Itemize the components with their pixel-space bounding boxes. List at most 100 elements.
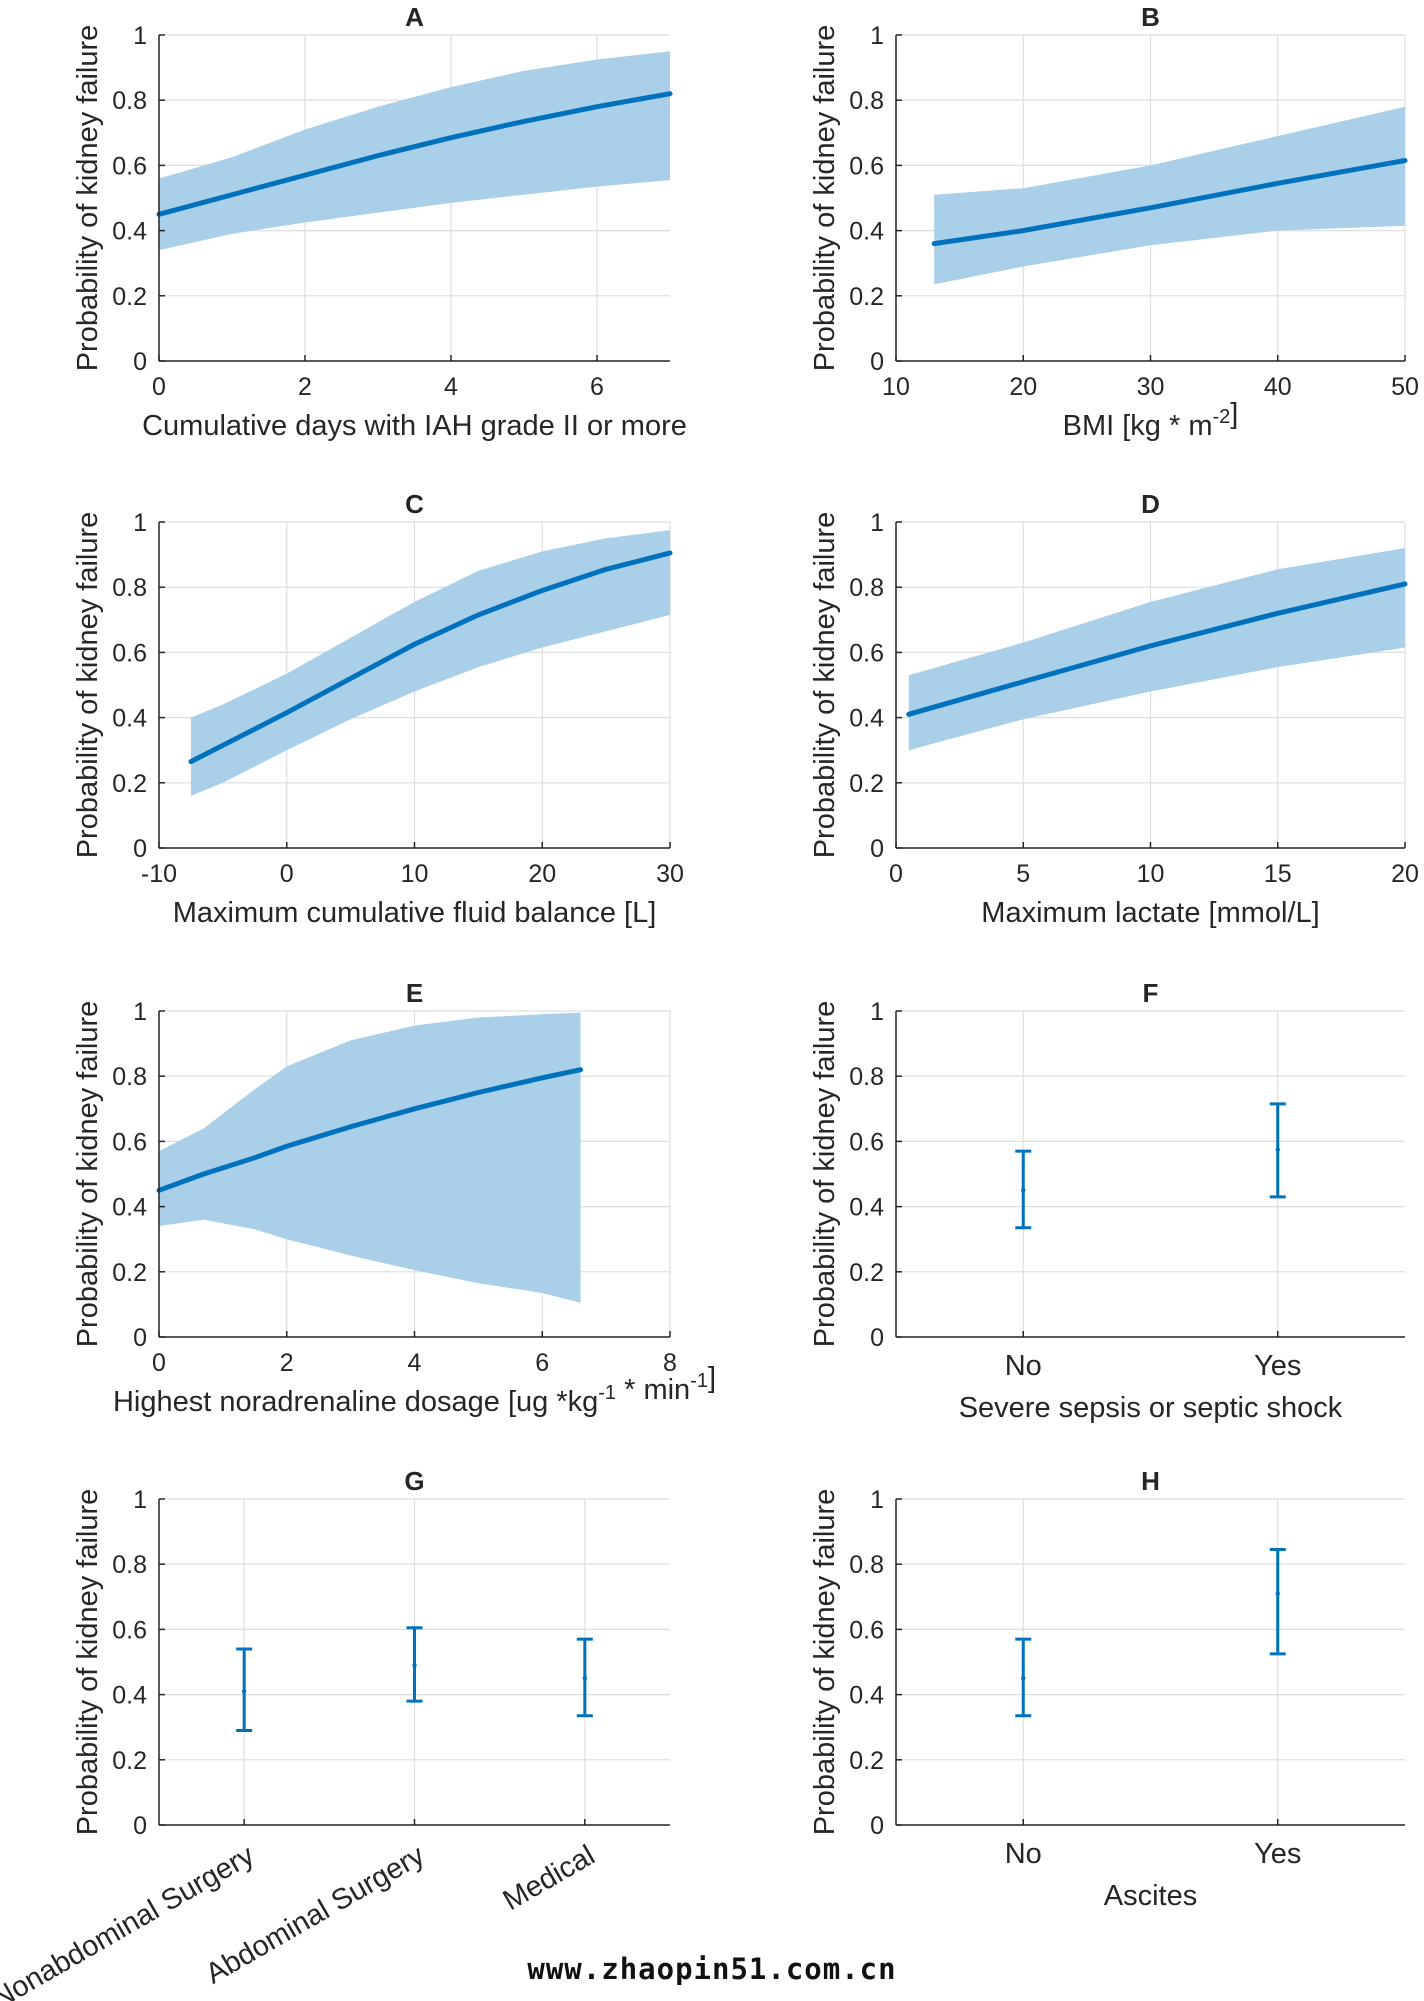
y-tick-label: 0.2 <box>849 283 884 311</box>
x-axis-label-superscript: -1 <box>690 1370 708 1392</box>
y-axis-label: Probability of kidney failure <box>72 25 104 372</box>
y-tick-label: 0.4 <box>849 1194 884 1222</box>
errorbar-1 <box>236 1647 253 1732</box>
x-axis-label-part: Ascites <box>1104 1880 1197 1912</box>
x-tick-label: 20 <box>1391 860 1419 888</box>
x-tick-label: 30 <box>1137 373 1165 401</box>
panel-title: B <box>1141 2 1160 32</box>
x-axis-label: Ascites <box>1104 1880 1197 1912</box>
errorbar-2 <box>1269 1548 1286 1656</box>
x-tick-label: 10 <box>1137 860 1165 888</box>
y-axis-label: Probability of kidney failure <box>809 512 841 859</box>
y-tick-label: 1 <box>133 22 147 50</box>
x-axis-label: Severe sepsis or septic shock <box>959 1392 1343 1424</box>
y-tick-label: 0.4 <box>849 705 884 733</box>
x-axis-label-part: BMI [kg * m <box>1063 410 1213 442</box>
x-tick-label: Yes <box>1254 1838 1301 1870</box>
x-tick-label: 8 <box>663 1349 677 1377</box>
x-tick-label: 0 <box>889 860 903 888</box>
errorbar-point <box>1021 1188 1026 1193</box>
x-tick-label: 15 <box>1264 860 1292 888</box>
y-tick-label: 0.4 <box>849 1682 884 1710</box>
x-tick-label: Medical <box>498 1839 601 1917</box>
y-tick-label: 0.6 <box>849 1616 884 1644</box>
fit-line <box>156 1067 584 1193</box>
y-tick-label: 0.8 <box>112 1063 147 1091</box>
y-axis-label: Probability of kidney failure <box>72 1001 104 1348</box>
y-tick-label: 0.8 <box>849 1063 884 1091</box>
errorbar-2 <box>406 1626 423 1703</box>
x-axis-label-part: Cumulative days with IAH grade II or mor… <box>142 410 687 442</box>
x-tick-label: 0 <box>152 1349 166 1377</box>
y-tick-label: 0.2 <box>849 1747 884 1775</box>
x-tick-label: 2 <box>280 1349 294 1377</box>
y-tick-label: 0.4 <box>849 218 884 246</box>
x-tick-label: No <box>1005 1838 1042 1870</box>
y-tick-label: 0.8 <box>849 574 884 602</box>
x-axis-label: Maximum cumulative fluid balance [L] <box>173 897 657 929</box>
y-tick-label: 0.6 <box>112 1616 147 1644</box>
x-axis-label: Cumulative days with IAH grade II or mor… <box>142 410 687 442</box>
y-tick-label: 0 <box>870 1324 884 1352</box>
y-tick-label: 1 <box>133 1486 147 1514</box>
panel-title: F <box>1143 978 1159 1008</box>
x-tick-label: 4 <box>408 1349 422 1377</box>
chart-panel-a: 0 0.2 0.4 0.6 0.8 1 0 2 4 6 A Probability of kidney… <box>72 2 687 442</box>
x-axis-label: Highest noradrenaline dosage [ug *kg-1 *… <box>113 1362 716 1418</box>
errorbar-point <box>1275 1591 1280 1596</box>
x-axis-label-part: ] <box>708 1362 716 1394</box>
y-tick-label: 0.6 <box>112 639 147 667</box>
x-axis-label-part: ] <box>1230 398 1238 430</box>
x-axis-label-superscript: -2 <box>1213 406 1231 428</box>
x-tick-label: 50 <box>1391 373 1419 401</box>
y-tick-label: 0.2 <box>849 1259 884 1287</box>
y-tick-label: 0.4 <box>112 1194 147 1222</box>
plot-area <box>896 1499 1405 1825</box>
chart-panel-h: 0 0.2 0.4 0.6 0.8 1 No Yes H Probability of kidne… <box>809 1466 1405 1912</box>
x-axis-label-part: * min <box>616 1374 690 1406</box>
plot-area <box>896 1011 1405 1337</box>
confidence-band <box>908 548 1405 751</box>
x-tick-label: 40 <box>1264 373 1292 401</box>
x-axis-label: BMI [kg * m-2] <box>1063 398 1239 442</box>
y-tick-label: 1 <box>870 998 884 1026</box>
panel-title: D <box>1141 489 1160 519</box>
y-tick-label: 0 <box>133 348 147 376</box>
x-tick-label: 6 <box>535 1349 549 1377</box>
errorbar-1 <box>1015 1637 1032 1718</box>
x-tick-label: 10 <box>401 860 429 888</box>
x-tick-label: 20 <box>528 860 556 888</box>
y-tick-label: 0 <box>133 835 147 863</box>
x-axis-label-superscript: -1 <box>598 1382 616 1404</box>
y-axis-label: Probability of kidney failure <box>809 1001 841 1348</box>
watermark-text: www.zhaopin51.com.cn <box>527 1952 897 1986</box>
errorbar-point <box>1021 1676 1026 1681</box>
y-axis-label: Probability of kidney failure <box>72 512 104 859</box>
chart-panel-e: 0 0.2 0.4 0.6 0.8 1 0 2 4 6 8 E Probability of kidne… <box>72 978 716 1418</box>
fit-line <box>906 581 1408 717</box>
x-axis-label-part: Maximum lactate [mmol/L] <box>981 897 1319 929</box>
chart-panel-b: 0 0.2 0.4 0.6 0.8 1 10 20 30 40 50 B Probability of … <box>809 2 1419 442</box>
fit-line <box>156 91 673 217</box>
fit-line <box>931 158 1408 247</box>
x-tick-label: 0 <box>280 860 294 888</box>
panel-title: G <box>404 1466 424 1496</box>
y-tick-label: 0 <box>870 835 884 863</box>
y-tick-label: 0.6 <box>112 1128 147 1156</box>
x-tick-label: -10 <box>141 860 177 888</box>
y-tick-label: 0.2 <box>112 283 147 311</box>
y-tick-label: 0.4 <box>112 705 147 733</box>
y-tick-label: 0.8 <box>112 1551 147 1579</box>
x-tick-label: 30 <box>656 860 684 888</box>
y-tick-label: 1 <box>870 22 884 50</box>
x-tick-label: 6 <box>590 373 604 401</box>
y-axis-label: Probability of kidney failure <box>72 1489 104 1836</box>
y-tick-label: 0.6 <box>849 639 884 667</box>
x-tick-label: 2 <box>298 373 312 401</box>
y-tick-label: 0.2 <box>112 770 147 798</box>
y-tick-label: 0.4 <box>112 1682 147 1710</box>
x-tick-label: Yes <box>1254 1350 1301 1382</box>
y-axis-label: Probability of kidney failure <box>809 25 841 372</box>
errorbar-point <box>1275 1147 1280 1152</box>
